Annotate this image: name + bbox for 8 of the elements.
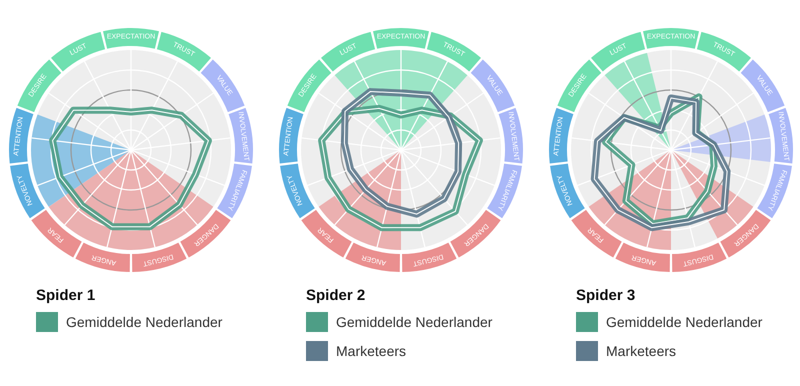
legend-label: Gemiddelde Nederlander [336, 314, 493, 330]
legend-label: Gemiddelde Nederlander [66, 314, 223, 330]
text: Spider 2 [306, 287, 366, 304]
text: Spider 1 [36, 287, 96, 304]
legend-label: Marketeers [336, 343, 406, 359]
text: Spider 3 [576, 287, 636, 304]
legend-label: Marketeers [606, 343, 676, 359]
legend-label: Gemiddelde Nederlander [606, 314, 763, 330]
